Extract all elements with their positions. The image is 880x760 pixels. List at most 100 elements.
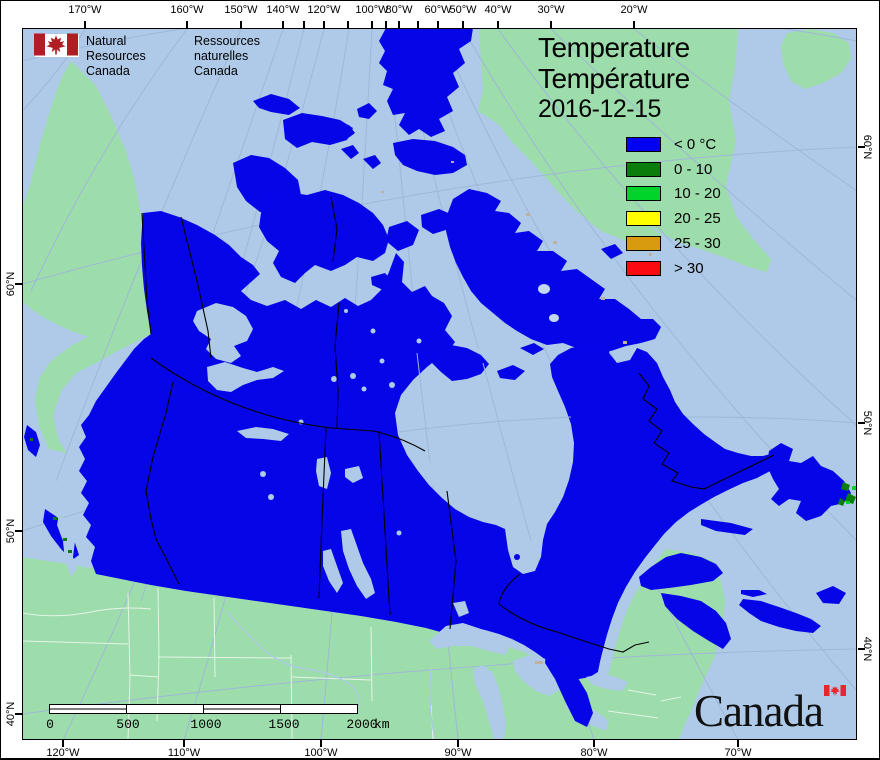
scale-value: 0 xyxy=(46,717,54,732)
bylot-island xyxy=(600,243,623,259)
legend-label: < 0 °C xyxy=(674,135,717,153)
title-fr: Température xyxy=(538,63,690,94)
southampton-island xyxy=(431,344,489,381)
map-title: Temperature Température 2016-12-15 xyxy=(538,32,690,125)
ellesmere-island xyxy=(378,29,473,137)
bay-parallel-50n xyxy=(398,416,571,432)
cornwallis-island xyxy=(362,154,381,169)
map-frame: Natural Resources Canada Ressources natu… xyxy=(22,28,857,740)
axis-tick-top xyxy=(186,21,188,28)
legend-swatch xyxy=(626,161,661,177)
meridian-170w xyxy=(23,29,85,110)
border-60n xyxy=(150,357,425,451)
axis-tick-left xyxy=(15,713,22,715)
logo-text-fr: Ressources naturelles Canada xyxy=(194,34,314,79)
interior-lakes xyxy=(192,283,559,617)
alaska-panhandle xyxy=(34,326,153,453)
axis-tick-left xyxy=(15,283,22,285)
lake-superior xyxy=(428,622,509,655)
parallel-70n xyxy=(23,29,856,61)
mansel-island xyxy=(519,342,544,355)
axis-tick-bottom xyxy=(62,740,64,747)
axis-tick-top xyxy=(347,21,349,28)
missouri-river xyxy=(225,610,360,707)
axis-label-bottom: 70°W xyxy=(724,747,752,759)
border-alberta-sask xyxy=(317,427,327,598)
border-victoria-island xyxy=(329,196,338,261)
greenland-west-lobe xyxy=(497,123,663,246)
border-yukon-nwt xyxy=(179,216,212,358)
legend-swatch xyxy=(626,211,661,227)
meridian-30w xyxy=(550,29,856,301)
legend-swatch xyxy=(626,236,661,252)
axis-label-top: 30°W xyxy=(537,4,565,16)
bathurst-island xyxy=(356,102,377,119)
lake-athabasca xyxy=(236,426,289,441)
logo-fr-line1: Ressources naturelles xyxy=(194,34,260,63)
devon-island xyxy=(392,138,467,175)
bay-meridian-90w xyxy=(416,352,430,463)
great-lakes xyxy=(428,622,628,739)
hudson-bay xyxy=(395,348,573,573)
lake-huron xyxy=(512,654,573,696)
graticule-over-bay xyxy=(398,352,571,541)
legend-label: 10 - 20 xyxy=(674,185,721,203)
axis-tick-bottom xyxy=(320,740,322,747)
strait-of-georgia xyxy=(56,512,77,577)
victoria-island xyxy=(258,189,389,283)
border-bc-alberta xyxy=(144,381,179,584)
prince-patrick-island xyxy=(252,93,300,115)
axis-tick-bottom xyxy=(183,740,185,747)
prince-edward-island xyxy=(740,589,767,597)
axis-tick-bottom xyxy=(737,740,739,747)
border-alaska-yukon xyxy=(140,212,152,334)
melville-island xyxy=(282,112,353,148)
scale-value: 500 xyxy=(116,717,140,732)
axis-tick-top xyxy=(398,21,400,28)
axis-label-top: 50°W xyxy=(449,4,477,16)
axis-label-top: 60°W xyxy=(424,4,452,16)
prince-of-wales-island xyxy=(385,220,419,251)
axis-tick-top xyxy=(371,21,373,28)
axis-tick-right xyxy=(858,422,865,424)
lake-winnipeg xyxy=(340,528,375,599)
axis-tick-top xyxy=(385,21,387,28)
scale-segment xyxy=(126,704,204,714)
reindeer-lake xyxy=(315,456,331,489)
legend-row: 0 - 10 xyxy=(626,157,721,182)
legend-row: 10 - 20 xyxy=(626,182,721,207)
nrcan-logo: Natural Resources Canada Ressources natu… xyxy=(33,33,314,79)
wollaston-lake xyxy=(344,465,363,483)
axis-label-top: 170°W xyxy=(68,4,102,16)
title-date: 2016-12-15 xyxy=(538,95,661,123)
scale-unit: km xyxy=(374,717,390,732)
legend-swatch xyxy=(626,136,661,152)
lake-winnipegosis xyxy=(322,548,343,593)
southern-ontario xyxy=(544,650,593,727)
scale-segment xyxy=(280,704,358,714)
scale-segment xyxy=(203,704,281,714)
axis-tick-top xyxy=(282,21,284,28)
parallel-40n xyxy=(23,648,856,714)
legend-label: 20 - 25 xyxy=(674,210,721,228)
wordmark-text: Canada xyxy=(694,686,824,736)
great-slave-lake xyxy=(206,361,284,392)
border-quebec-labrador xyxy=(638,372,774,490)
legend: < 0 °C 0 - 10 10 - 20 20 - 25 25 - 30 > 30 xyxy=(626,132,721,281)
us-state-lines xyxy=(23,587,681,739)
axis-label-top: 150°W xyxy=(224,4,258,16)
anticosti-island xyxy=(700,518,753,535)
great-bear-lake xyxy=(192,302,253,363)
baffin-island xyxy=(445,188,661,351)
axis-label-top: 140°W xyxy=(266,4,300,16)
eastern-canada xyxy=(638,442,851,649)
legend-label: 25 - 30 xyxy=(674,235,721,253)
border-manitoba-ontario xyxy=(445,490,457,629)
axis-tick-top xyxy=(462,21,464,28)
axis-tick-top xyxy=(417,21,419,28)
scale-segment xyxy=(49,704,127,714)
ice-speckles xyxy=(380,160,652,664)
axis-label-top: 20°W xyxy=(620,4,648,16)
greenland xyxy=(477,29,771,272)
